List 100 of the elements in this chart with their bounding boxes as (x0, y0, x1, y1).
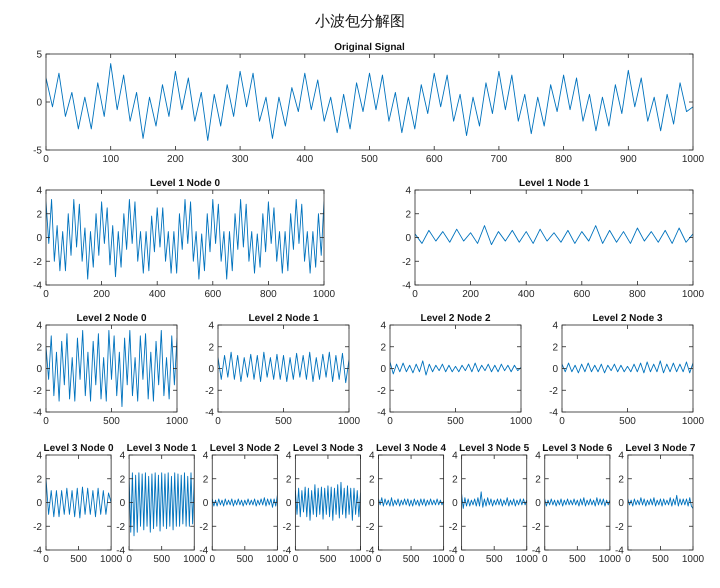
y-tick-label: -4 (549, 408, 558, 418)
x-tick-label: 500 (70, 554, 88, 565)
y-tick-label: 0 (405, 233, 412, 244)
y-tick-label: 4 (36, 320, 42, 332)
y-tick-label: -4 (402, 280, 412, 292)
x-tick-label: 500 (486, 554, 503, 565)
x-tick-label: 0 (292, 554, 299, 565)
x-tick-label: 500 (619, 416, 636, 427)
y-tick-label: 2 (36, 342, 42, 354)
x-tick-label: 200 (462, 289, 480, 300)
chart-title: Level 2 Node 0 (76, 313, 147, 324)
y-tick-label: 0 (36, 498, 42, 509)
y-tick-label: -4 (33, 546, 42, 556)
x-tick-label: 300 (232, 154, 249, 165)
y-tick-label: -5 (33, 146, 42, 156)
line-series (212, 494, 278, 508)
y-tick-label: 0 (36, 98, 42, 108)
y-tick-label: 2 (552, 342, 558, 354)
chart-title: Level 3 Node 1 (126, 443, 198, 454)
y-tick-label: -4 (33, 408, 42, 418)
line-series (562, 360, 693, 374)
y-tick-label: 4 (120, 450, 126, 462)
chart-title: Level 3 Node 6 (542, 443, 613, 454)
x-tick-label: 1000 (682, 289, 705, 300)
y-tick-label: -2 (199, 522, 209, 533)
y-tick-label: 0 (36, 364, 42, 375)
y-tick-label: -4 (448, 546, 458, 556)
x-tick-label: 200 (167, 154, 184, 165)
x-tick-label: 600 (426, 154, 443, 165)
y-tick-label: -2 (448, 522, 458, 533)
y-tick-label: 4 (36, 450, 42, 462)
line-series (46, 63, 693, 141)
x-tick-label: 700 (490, 154, 508, 165)
y-tick-label: 4 (208, 320, 214, 332)
y-tick-label: 4 (405, 186, 412, 196)
line-series (46, 330, 177, 408)
y-tick-label: 0 (368, 498, 375, 509)
x-tick-label: 1000 (349, 554, 372, 565)
x-tick-label: 1000 (338, 416, 361, 427)
x-tick-label: 0 (412, 289, 418, 300)
y-tick-label: 4 (452, 450, 458, 462)
x-tick-label: 1000 (682, 416, 705, 427)
y-tick-label: 2 (36, 474, 42, 486)
y-tick-label: 2 (208, 342, 214, 354)
y-tick-label: 5 (36, 50, 42, 60)
y-tick-label: -4 (116, 546, 126, 556)
y-tick-label: -2 (377, 386, 386, 397)
y-tick-label: 4 (368, 450, 375, 462)
y-tick-label: 0 (552, 364, 558, 375)
y-tick-label: -4 (366, 546, 375, 556)
chart-title: Level 2 Node 3 (592, 313, 663, 324)
x-tick-label: 500 (320, 554, 337, 565)
y-tick-label: 0 (208, 364, 214, 375)
y-tick-label: -4 (205, 408, 214, 418)
x-tick-label: 1000 (682, 154, 705, 165)
y-tick-label: -4 (377, 408, 386, 418)
x-tick-label: 500 (447, 416, 464, 427)
y-tick-label: -2 (205, 386, 214, 397)
y-tick-label: 2 (380, 342, 386, 354)
chart-title: Level 3 Node 0 (44, 443, 114, 454)
x-tick-label: 100 (102, 154, 120, 165)
chart-title: Original Signal (334, 42, 405, 53)
chart-title: Level 2 Node 2 (420, 313, 491, 324)
x-tick-label: 500 (568, 554, 586, 565)
y-tick-label: 0 (452, 498, 458, 509)
y-tick-label: 0 (380, 364, 386, 375)
y-tick-label: 2 (618, 474, 624, 486)
chart-title: Level 1 Node 0 (150, 178, 220, 189)
x-tick-label: 400 (148, 289, 166, 300)
line-series (218, 352, 349, 384)
x-tick-label: 1000 (183, 554, 206, 565)
y-tick-label: -2 (33, 386, 42, 397)
y-tick-label: -2 (549, 386, 558, 397)
y-tick-label: -2 (33, 256, 42, 268)
x-tick-label: 200 (93, 289, 110, 300)
y-tick-label: 4 (552, 320, 558, 332)
y-tick-label: 4 (286, 450, 292, 462)
y-tick-label: -4 (614, 546, 624, 556)
y-tick-label: -2 (116, 522, 126, 533)
y-tick-label: 2 (535, 474, 542, 486)
y-tick-label: 0 (36, 233, 42, 244)
line-series (295, 482, 360, 521)
x-tick-label: 0 (43, 416, 50, 427)
y-tick-label: 0 (535, 498, 542, 509)
x-tick-label: 1000 (266, 554, 289, 565)
x-tick-label: 900 (620, 154, 638, 165)
y-tick-label: 4 (36, 186, 42, 196)
chart-title: Level 3 Node 5 (459, 443, 530, 454)
line-series (628, 494, 693, 509)
line-series (390, 360, 521, 376)
y-tick-label: 0 (618, 498, 624, 509)
text: 小波包分解图 (315, 12, 405, 30)
x-tick-label: 1000 (682, 554, 705, 565)
x-tick-label: 500 (153, 554, 170, 565)
y-tick-label: 2 (36, 209, 42, 220)
x-tick-label: 0 (215, 416, 222, 427)
y-tick-label: 2 (120, 474, 126, 486)
x-tick-label: 1000 (432, 554, 456, 565)
y-tick-label: -2 (402, 256, 412, 268)
y-tick-label: 2 (368, 474, 375, 486)
